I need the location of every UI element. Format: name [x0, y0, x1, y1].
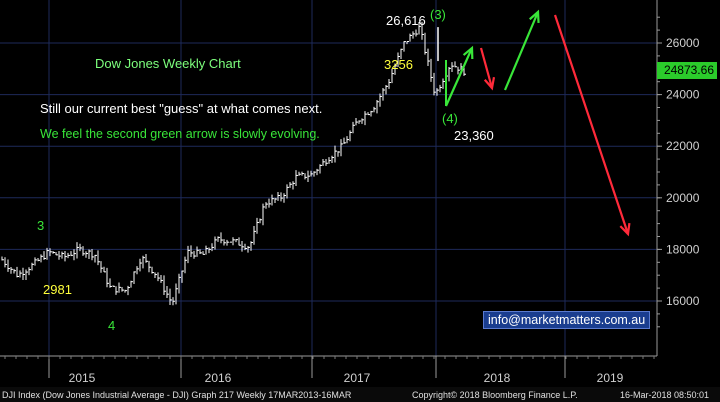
x-tick-label-3: 2018	[484, 371, 511, 385]
green-arrow-large-head	[529, 9, 540, 24]
y-axis: 16000 18000 20000 22000 24000 26000	[657, 16, 700, 328]
footer-band	[0, 387, 720, 402]
note-green: We feel the second green arrow is slowly…	[40, 127, 320, 141]
footer-left: DJI Index (Dow Jones Industrial Average …	[2, 390, 352, 400]
y-tick-label-2: 20000	[666, 191, 700, 205]
footer-right: 16-Mar-2018 08:50:01	[620, 390, 710, 400]
red-arrow-small-head	[483, 76, 496, 91]
forecast-arrows	[444, 9, 631, 237]
label-26616: 26,616	[386, 13, 426, 28]
y-tick-label-4: 24000	[666, 88, 700, 102]
x-tick-label-4: 2019	[597, 371, 624, 385]
label-wave-3: (3)	[430, 7, 446, 22]
label-3-left: 3	[37, 218, 45, 233]
x-axis: 2015 2016 2017 2018 2019	[4, 356, 655, 385]
last-price-tag: 24873.66	[657, 62, 717, 79]
label-3256: 3256	[384, 57, 413, 72]
green-arrow-large-line	[503, 11, 540, 91]
x-tick-label-0: 2015	[69, 371, 96, 385]
label-23360: 23,360	[454, 128, 494, 143]
label-4-left: 4	[108, 318, 116, 333]
y-tick-label-1: 18000	[666, 242, 700, 256]
label-wave-4: (4)	[442, 111, 458, 126]
y-tick-label-5: 26000	[666, 36, 700, 50]
red-arrow-large-head	[619, 222, 631, 237]
red-arrow-large-line	[553, 14, 630, 235]
red-arrow-small-line	[479, 47, 494, 89]
label-2981: 2981	[43, 282, 72, 297]
last-price-value: 24873.66	[663, 63, 714, 77]
x-tick-label-1: 2016	[205, 371, 232, 385]
chart-title: Dow Jones Weekly Chart	[95, 56, 241, 71]
footer-center: Copyright© 2018 Bloomberg Finance L.P.	[412, 390, 578, 400]
x-tick-label-2: 2017	[344, 371, 371, 385]
green-arrow-small-head	[462, 45, 474, 60]
y-tick-label-0: 16000	[666, 294, 700, 308]
green-arrow-small-line	[444, 47, 474, 107]
price-series	[1, 21, 466, 306]
email-box: info@marketmatters.com.au	[483, 311, 651, 329]
y-tick-label-3: 22000	[666, 139, 700, 153]
note-white: Still our current best "guess" at what c…	[40, 101, 323, 116]
email-text: info@marketmatters.com.au	[488, 313, 646, 327]
